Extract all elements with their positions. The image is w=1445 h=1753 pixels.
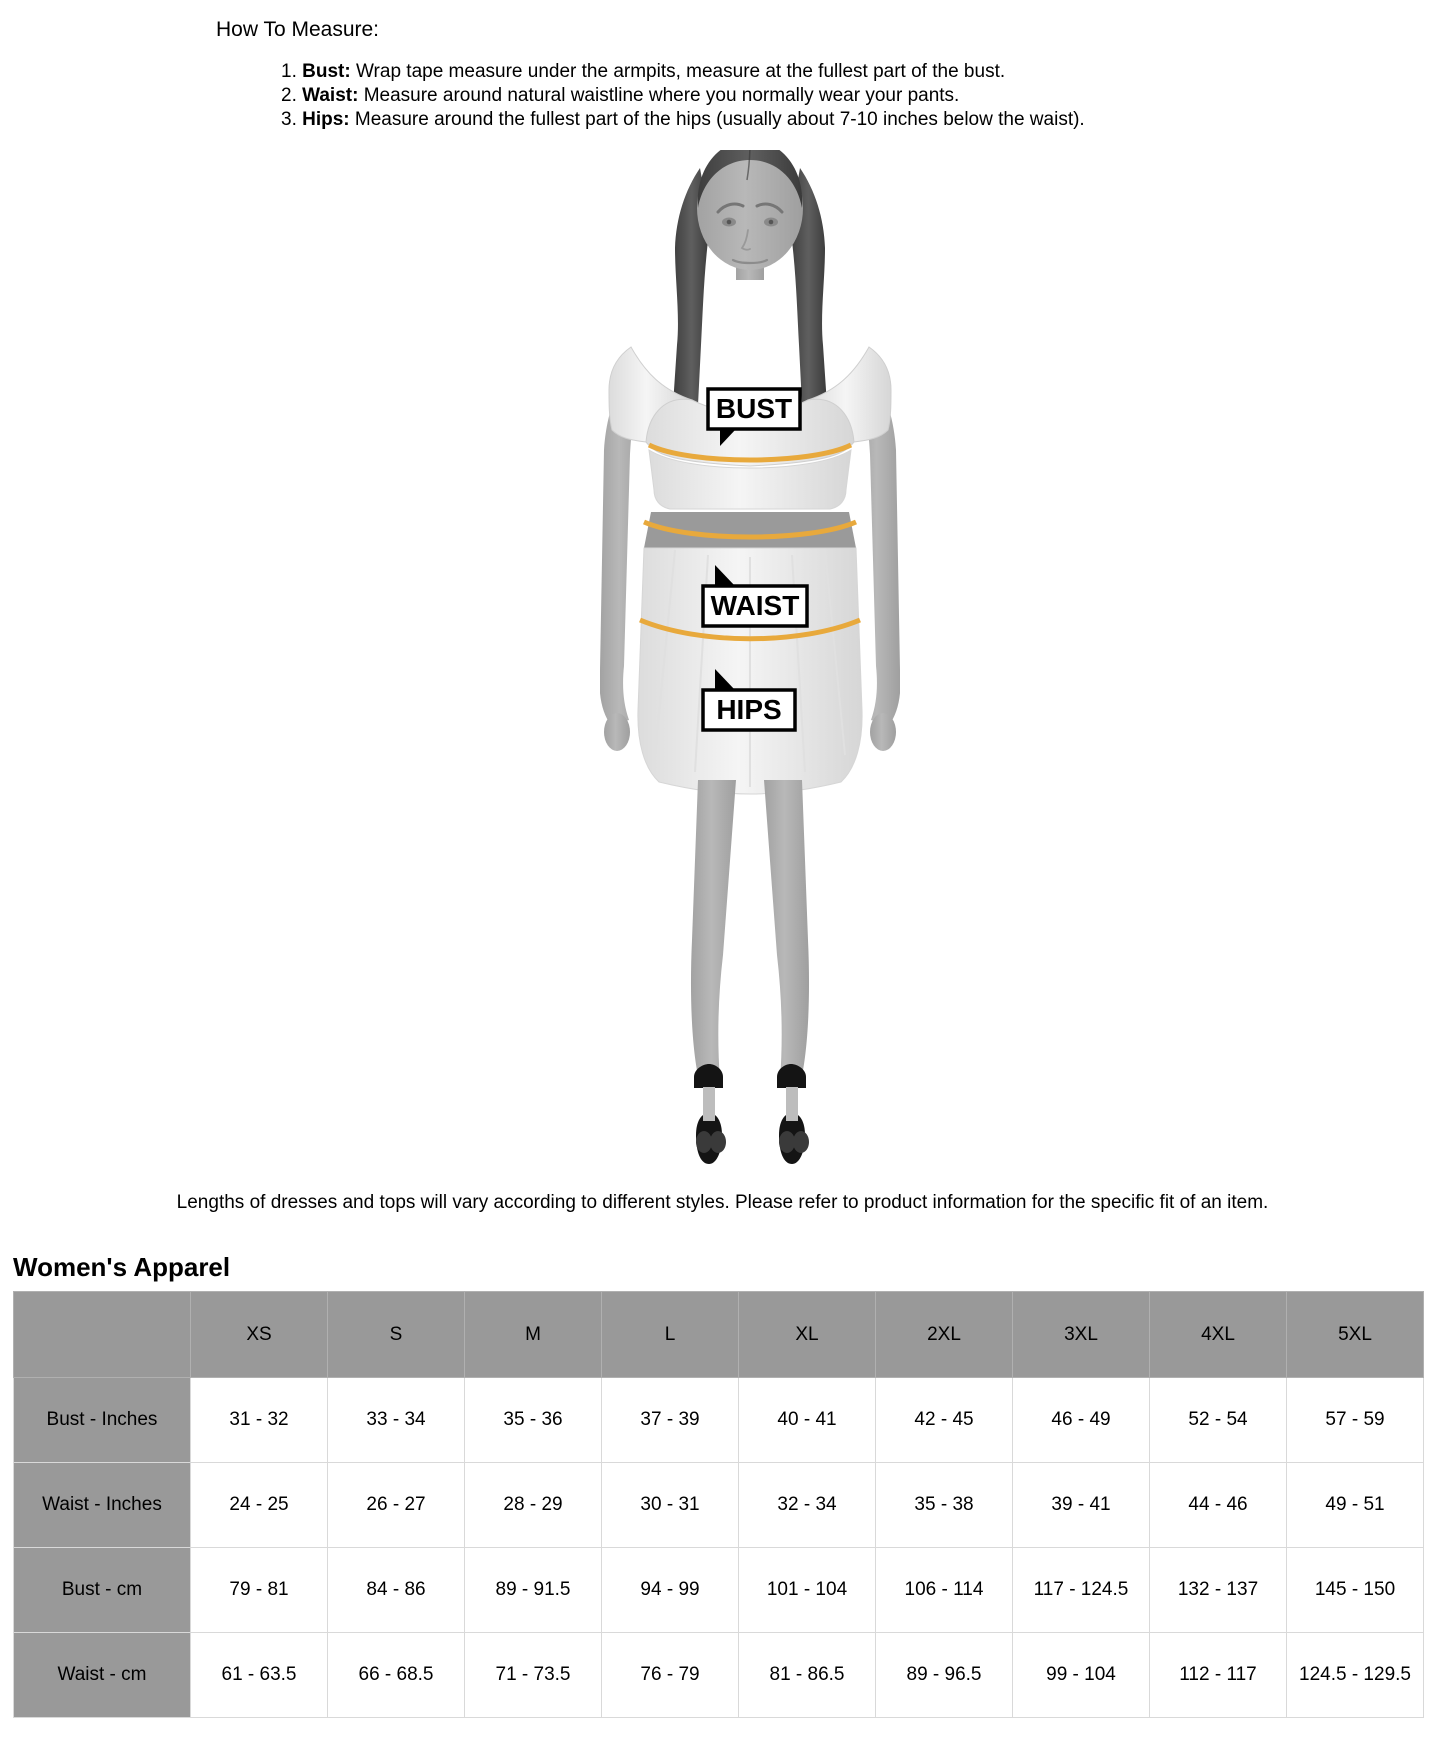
- svg-text:BUST: BUST: [716, 393, 792, 424]
- svg-text:WAIST: WAIST: [711, 590, 800, 621]
- svg-text:HIPS: HIPS: [716, 694, 781, 725]
